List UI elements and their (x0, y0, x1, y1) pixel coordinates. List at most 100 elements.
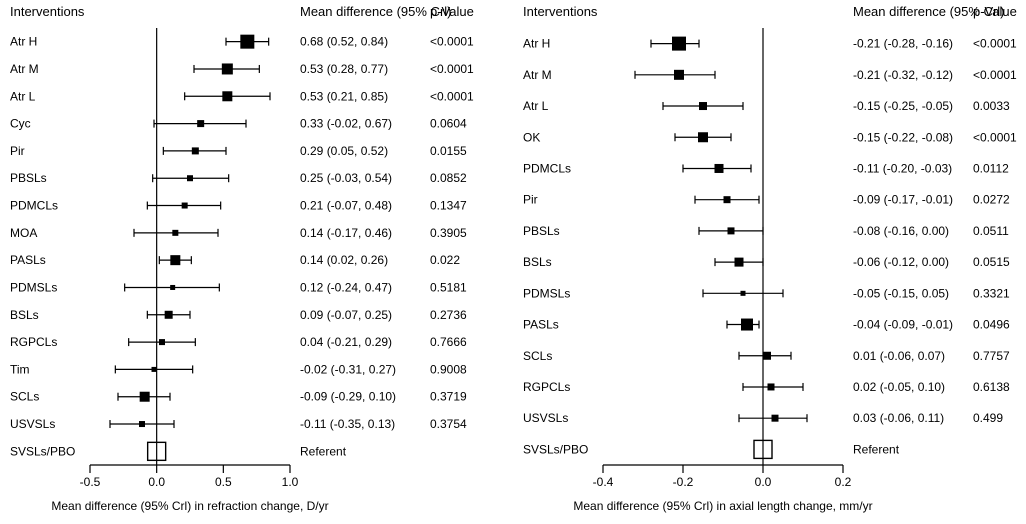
point-marker (192, 147, 199, 154)
row-label: Pir (523, 193, 538, 207)
row-pvalue: 0.0604 (430, 117, 467, 131)
row-label: SVSLs/PBO (523, 442, 588, 456)
row-label: Atr H (10, 35, 37, 49)
row-label: PDMCLs (523, 161, 571, 175)
row-meandiff: -0.15 (-0.22, -0.08) (853, 130, 953, 144)
row-label: PBSLs (10, 171, 47, 185)
col-header-pvalue: p-Value (973, 4, 1017, 19)
row-label: PASLs (523, 318, 559, 332)
row-label: Atr M (10, 62, 39, 76)
row-meandiff: 0.09 (-0.07, 0.25) (300, 308, 392, 322)
point-marker (152, 367, 157, 372)
point-marker (724, 196, 731, 203)
point-marker (763, 352, 771, 360)
point-marker (674, 70, 684, 80)
row-meandiff: -0.09 (-0.29, 0.10) (300, 390, 396, 404)
row-pvalue: 0.0155 (430, 144, 467, 158)
point-marker (741, 291, 746, 296)
row-pvalue: <0.0001 (973, 130, 1017, 144)
row-meandiff: -0.21 (-0.32, -0.12) (853, 68, 953, 82)
point-marker (715, 164, 724, 173)
row-meandiff: 0.25 (-0.03, 0.54) (300, 171, 392, 185)
point-marker (222, 63, 233, 74)
row-meandiff: -0.21 (-0.28, -0.16) (853, 37, 953, 51)
row-label: PBSLs (523, 224, 560, 238)
row-label: SCLs (523, 349, 552, 363)
row-meandiff: -0.15 (-0.25, -0.05) (853, 99, 953, 113)
row-pvalue: 0.0515 (973, 255, 1010, 269)
row-pvalue: 0.3754 (430, 417, 467, 431)
x-tick-label: 0.0 (148, 475, 165, 489)
point-marker (165, 311, 173, 319)
point-marker (728, 227, 735, 234)
point-marker (139, 421, 145, 427)
row-pvalue: 0.9008 (430, 362, 467, 376)
row-meandiff: 0.21 (-0.07, 0.48) (300, 199, 392, 213)
row-label: Atr L (523, 99, 549, 113)
forest-panel-left: Interventions Mean difference (95% Crl)p-… (0, 0, 513, 524)
row-meandiff: 0.14 (-0.17, 0.46) (300, 226, 392, 240)
row-label: Cyc (10, 117, 31, 131)
row-label: SCLs (10, 390, 39, 404)
row-label: RGPCLs (10, 335, 57, 349)
row-label: RGPCLs (523, 380, 570, 394)
row-pvalue: 0.2736 (430, 308, 467, 322)
row-meandiff: 0.53 (0.28, 0.77) (300, 62, 388, 76)
row-pvalue: 0.022 (430, 253, 460, 267)
forest-plot-pair: InterventionsMean difference (95% Crl)p-… (0, 0, 1026, 524)
row-pvalue: 0.1347 (430, 199, 467, 213)
point-marker (170, 255, 180, 265)
row-pvalue: 0.3905 (430, 226, 467, 240)
row-label: PDMCLs (10, 199, 58, 213)
point-marker (699, 102, 707, 110)
row-pvalue: <0.0001 (973, 68, 1017, 82)
point-marker (735, 258, 744, 267)
row-pvalue: 0.0272 (973, 193, 1010, 207)
row-meandiff: -0.05 (-0.15, 0.05) (853, 286, 949, 300)
row-meandiff: 0.29 (0.05, 0.52) (300, 144, 388, 158)
row-meandiff: 0.33 (-0.02, 0.67) (300, 117, 392, 131)
row-label: USVSLs (523, 411, 568, 425)
row-meandiff: -0.06 (-0.12, 0.00) (853, 255, 949, 269)
col-header-interventions: Interventions (10, 4, 85, 19)
x-tick-label: -0.2 (673, 475, 694, 489)
point-marker (240, 35, 254, 49)
point-marker (170, 285, 175, 290)
row-pvalue: <0.0001 (430, 89, 474, 103)
col-header-pvalue: p-Value (430, 4, 474, 19)
point-marker (672, 37, 686, 51)
point-marker (182, 203, 188, 209)
row-pvalue: 0.7666 (430, 335, 467, 349)
row-label: SVSLs/PBO (10, 444, 75, 458)
point-marker (172, 230, 178, 236)
x-tick-label: 0.2 (835, 475, 852, 489)
row-meandiff: -0.02 (-0.31, 0.27) (300, 362, 396, 376)
row-meandiff: Referent (853, 442, 900, 456)
row-pvalue: 0.3321 (973, 286, 1010, 300)
row-label: PDMSLs (10, 280, 57, 294)
col-header-meandiff: Mean difference (95% Crl) (300, 4, 452, 19)
x-axis-label: Mean difference (95% Crl) in refraction … (51, 499, 328, 513)
row-pvalue: <0.0001 (430, 62, 474, 76)
row-meandiff: 0.14 (0.02, 0.26) (300, 253, 388, 267)
row-label: PDMSLs (523, 286, 570, 300)
col-header-interventions: Interventions (523, 4, 598, 19)
row-label: Tim (10, 362, 30, 376)
x-tick-label: 1.0 (282, 475, 299, 489)
row-pvalue: <0.0001 (973, 37, 1017, 51)
row-pvalue: 0.5181 (430, 280, 467, 294)
x-axis-label: Mean difference (95% Crl) in axial lengt… (573, 499, 872, 513)
x-tick-label: 0.5 (215, 475, 232, 489)
row-meandiff: 0.03 (-0.06, 0.11) (853, 411, 944, 425)
row-pvalue: <0.0001 (430, 35, 474, 49)
row-meandiff: Referent (300, 444, 347, 458)
row-meandiff: -0.09 (-0.17, -0.01) (853, 193, 953, 207)
point-marker (222, 91, 232, 101)
row-label: Pir (10, 144, 25, 158)
row-label: MOA (10, 226, 37, 240)
row-pvalue: 0.6138 (973, 380, 1010, 394)
row-pvalue: 0.0511 (973, 224, 1009, 238)
row-pvalue: 0.7757 (973, 349, 1010, 363)
row-label: Atr H (523, 37, 550, 51)
row-meandiff: -0.08 (-0.16, 0.00) (853, 224, 949, 238)
